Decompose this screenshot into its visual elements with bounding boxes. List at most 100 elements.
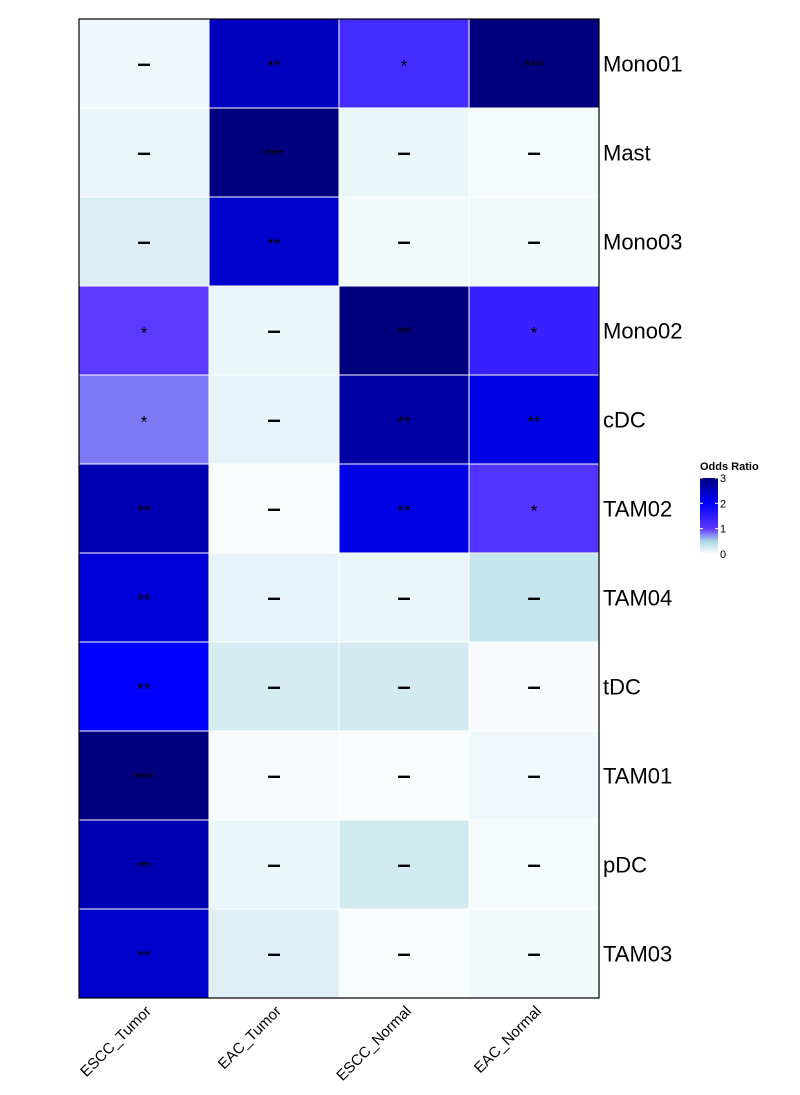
row-label: TAM03	[603, 942, 672, 967]
cell-significance-label: *	[531, 502, 538, 521]
heatmap-cell	[208, 374, 340, 465]
cell-significance-label: **	[137, 947, 151, 966]
heatmap-cell	[208, 819, 340, 910]
row-labels: Mono01 Mast Mono03 Mono02 cDC TAM02 TAM04 tDC TA…	[603, 52, 683, 967]
heatmap-cell	[468, 819, 600, 910]
heatmap-cell	[208, 463, 340, 554]
column-label: ESCC_Normal	[333, 1003, 415, 1085]
legend-ticks: 0 1 2 3	[700, 473, 726, 561]
legend-title: Odds Ratio	[700, 461, 759, 473]
cell-significance-label: **	[267, 235, 281, 254]
heatmap-cell	[468, 196, 600, 287]
row-label: TAM04	[603, 586, 672, 611]
column-labels: ESCC_Tumor EAC_Tumor ESCC_Normal EAC_Normal	[77, 1003, 545, 1085]
cell-significance-label: –	[527, 229, 540, 256]
cell-significance-label: **	[397, 413, 411, 432]
cell-significance-label: **	[527, 413, 541, 432]
row-label: TAM02	[603, 497, 672, 522]
cell-significance-label: **	[397, 324, 411, 343]
row-label: Mono02	[603, 319, 683, 344]
cell-significance-label: –	[397, 674, 410, 701]
cell-significance-label: –	[267, 585, 280, 612]
heatmap-cell	[338, 819, 470, 910]
cell-significance-label: –	[527, 674, 540, 701]
cell-significance-label: –	[397, 140, 410, 167]
heatmap-cell	[338, 463, 470, 554]
heatmap-cell	[78, 18, 210, 109]
cell-significance-label: –	[397, 852, 410, 879]
plot-border	[78, 18, 600, 999]
heatmap-cell	[78, 107, 210, 198]
cell-significance-label: –	[527, 852, 540, 879]
heatmap-cell	[78, 285, 210, 376]
legend-tick-label: 3	[720, 473, 726, 485]
cell-significance-label: *	[141, 324, 148, 343]
cell-significance-label: –	[527, 585, 540, 612]
heatmap-cell	[208, 285, 340, 376]
column-label: EAC_Normal	[471, 1003, 545, 1077]
cell-significance-label: –	[397, 229, 410, 256]
heatmap-cell	[208, 196, 340, 287]
row-label: TAM01	[603, 764, 672, 789]
heatmap-cell	[338, 285, 470, 376]
cell-significance-label: –	[397, 941, 410, 968]
legend: Odds Ratio 0 1 2 3	[700, 461, 759, 561]
cell-significance-label: –	[137, 140, 150, 167]
heatmap-cell	[208, 18, 340, 109]
cell-significance-label: –	[267, 763, 280, 790]
cell-significance-label: –	[267, 318, 280, 345]
heatmap-cell	[468, 552, 600, 643]
cell-significance-label: –	[137, 51, 150, 78]
cell-significance-label: **	[137, 591, 151, 610]
cell-significance-label: –	[527, 763, 540, 790]
cell-significance-label: –	[527, 140, 540, 167]
column-label: EAC_Tumor	[215, 1003, 285, 1073]
cell-significance-label: **	[397, 502, 411, 521]
row-label: pDC	[603, 853, 647, 878]
cell-significance-label: –	[267, 941, 280, 968]
cell-significance-label: –	[137, 229, 150, 256]
cell-significance-label: –	[267, 407, 280, 434]
cell-significance-label: **	[267, 57, 281, 76]
heatmap-cells: – ** * ***– *** – –– ** – –* – ** ** – ** **** – ** *** – – –…	[78, 18, 600, 999]
cell-significance-label: ***	[524, 57, 544, 76]
column-label: ESCC_Tumor	[77, 1003, 155, 1081]
heatmap-cell	[338, 552, 470, 643]
cell-significance-label: *	[141, 413, 148, 432]
cell-significance-label: ***	[134, 769, 154, 788]
cell-significance-label: –	[267, 674, 280, 701]
row-label: Mono01	[603, 52, 683, 77]
legend-tick-label: 0	[720, 549, 726, 561]
heatmap-cell	[78, 819, 210, 910]
heatmap-cell	[78, 374, 210, 465]
cell-significance-label: ***	[264, 146, 284, 165]
heatmap-cell	[78, 552, 210, 643]
heatmap-cell	[208, 908, 340, 999]
cell-significance-label: **	[137, 502, 151, 521]
cell-significance-label: **	[137, 680, 151, 699]
heatmap-cell	[468, 374, 600, 465]
cell-significance-label: –	[527, 941, 540, 968]
heatmap-cell	[338, 908, 470, 999]
heatmap-cell	[468, 107, 600, 198]
heatmap-cell	[468, 730, 600, 821]
heatmap-cell	[468, 285, 600, 376]
legend-colorbar	[700, 478, 718, 554]
heatmap-cell	[338, 374, 470, 465]
legend-tick-label: 1	[720, 524, 726, 536]
cell-significance-label: **	[137, 858, 151, 877]
heatmap-cell	[468, 18, 600, 109]
heatmap-cell	[338, 641, 470, 732]
heatmap-cell	[78, 641, 210, 732]
row-label: tDC	[603, 675, 641, 700]
legend-tick-label: 2	[720, 498, 726, 510]
cell-significance-label: –	[397, 585, 410, 612]
heatmap-cell	[208, 107, 340, 198]
row-label: Mast	[603, 141, 651, 166]
row-label: Mono03	[603, 230, 683, 255]
heatmap-cell	[338, 730, 470, 821]
cell-significance-label: *	[401, 57, 408, 76]
heatmap-cell	[78, 463, 210, 554]
cell-significance-label: –	[267, 852, 280, 879]
